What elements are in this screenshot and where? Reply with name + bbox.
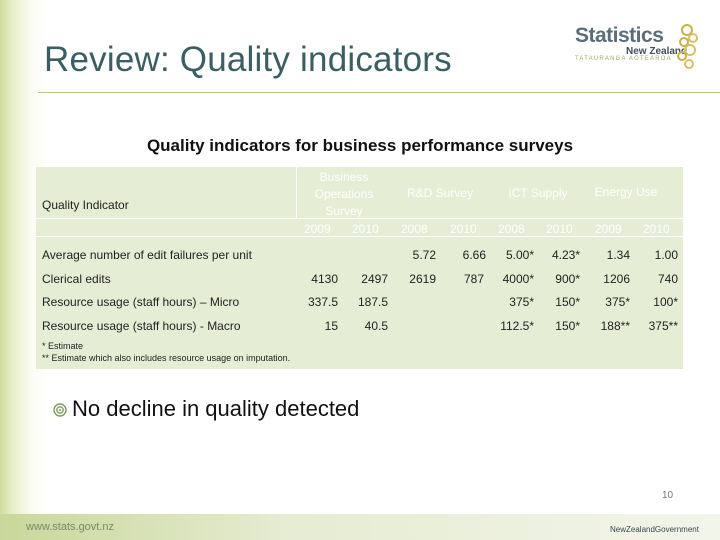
page-number: 10 bbox=[662, 490, 674, 501]
row-label: Average number of edit failures per unit bbox=[42, 248, 252, 262]
year-header: 2009 bbox=[304, 222, 331, 236]
quality-indicators-table: Quality Indicator Business Operations Su… bbox=[36, 167, 683, 369]
table-cell: 787 bbox=[463, 272, 484, 286]
logo-line-1: Statistics bbox=[575, 24, 664, 47]
table-cell: 4000* bbox=[502, 272, 534, 286]
logo-line-3: TATAURANGA AOTEAROA bbox=[575, 56, 672, 62]
footer-url: www.stats.govt.nz bbox=[26, 521, 115, 533]
title-divider bbox=[38, 92, 720, 93]
table-cell: 1206 bbox=[603, 272, 630, 286]
logo-line-2: New Zealand bbox=[626, 46, 688, 57]
table-cell: 375* bbox=[605, 295, 630, 309]
table-cell: 150* bbox=[555, 295, 580, 309]
table-cell: 4.23* bbox=[551, 248, 580, 262]
footnote: * Estimate bbox=[42, 341, 84, 351]
table-cell: 100* bbox=[653, 295, 678, 309]
row-label: Clerical edits bbox=[42, 272, 111, 286]
table-cell: 15 bbox=[324, 319, 338, 333]
table-cell: 112.5* bbox=[500, 319, 534, 333]
table-cell: 40.5 bbox=[364, 319, 388, 333]
table-cell: 5.00* bbox=[505, 248, 534, 262]
table-cell: 2497 bbox=[361, 272, 388, 286]
footer-bar bbox=[0, 514, 720, 540]
row-label: Resource usage (staff hours) - Macro bbox=[42, 319, 241, 333]
table-cell: 900* bbox=[555, 272, 580, 286]
year-header: 2008 bbox=[498, 222, 525, 236]
table-cell: 150* bbox=[555, 319, 580, 333]
row-label: Resource usage (staff hours) – Micro bbox=[42, 295, 240, 309]
year-header: 2010 bbox=[546, 222, 573, 236]
table-cell: 2619 bbox=[409, 272, 436, 286]
table-cell: 188** bbox=[600, 319, 630, 333]
header-quality-indicator: Quality Indicator bbox=[42, 198, 129, 212]
header-ict-supply: ICT Supply bbox=[508, 186, 568, 200]
bullet-text: No decline in quality detected bbox=[72, 396, 360, 421]
year-header: 2010 bbox=[450, 222, 477, 236]
logo-circles-icon bbox=[677, 24, 698, 69]
table-caption: Quality indicators for business performa… bbox=[146, 136, 574, 155]
table-cell: 337.5 bbox=[307, 295, 338, 309]
header-divider bbox=[36, 218, 683, 219]
header-rd-survey: R&D Survey bbox=[406, 186, 474, 200]
year-header: 2008 bbox=[401, 222, 428, 236]
table-cell: 187.5 bbox=[357, 295, 388, 309]
table-cell: 5.72 bbox=[412, 248, 436, 262]
table-cell: 740 bbox=[657, 272, 678, 286]
footer-brand: NewZealandGovernment bbox=[610, 525, 699, 534]
table-cell: 1.34 bbox=[606, 248, 630, 262]
year-header: 2010 bbox=[352, 222, 379, 236]
table-cell: 375* bbox=[509, 295, 534, 309]
header-energy-use: Energy Use bbox=[594, 185, 658, 199]
table-cell: 4130 bbox=[311, 272, 338, 286]
table-cell: 6.66 bbox=[462, 248, 486, 262]
slide-title: Review: Quality indicators bbox=[44, 40, 452, 79]
year-header: 2009 bbox=[595, 222, 622, 236]
target-bullet-icon bbox=[53, 403, 67, 417]
table-cell: 375** bbox=[648, 319, 678, 333]
stats-nz-logo: Statistics New Zealand TATAURANGA AOTEAR… bbox=[572, 22, 702, 74]
table-cell: 1.00 bbox=[654, 248, 678, 262]
header-business-operations-survey: Business Operations Survey bbox=[314, 170, 374, 218]
column-divider bbox=[296, 167, 297, 218]
year-header: 2010 bbox=[643, 222, 670, 236]
footnote: ** Estimate which also includes resource… bbox=[42, 353, 291, 363]
